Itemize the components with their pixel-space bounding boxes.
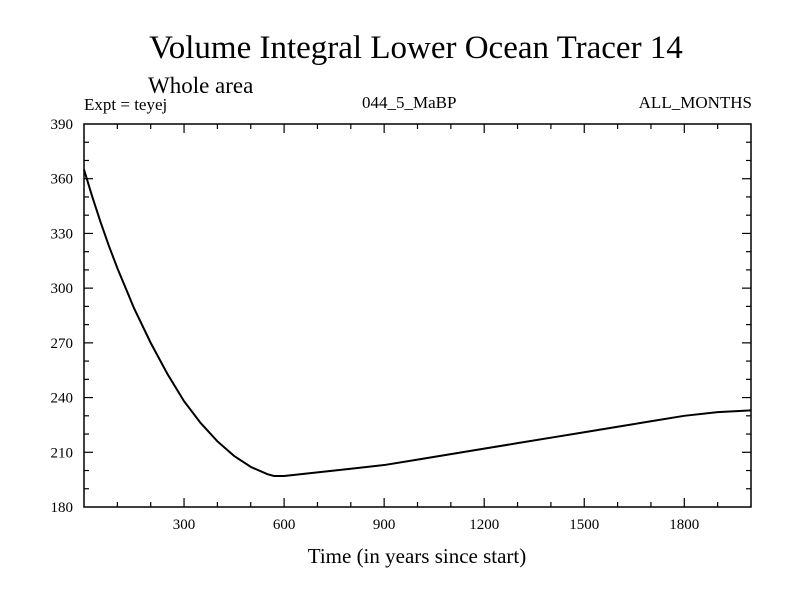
plot-frame — [83, 123, 752, 508]
x-tick-label: 1200 — [469, 517, 499, 533]
y-tick-label: 180 — [51, 500, 74, 516]
x-tick-label: 600 — [273, 517, 296, 533]
chart-title: Volume Integral Lower Ocean Tracer 14 — [149, 30, 683, 66]
y-tick-label: 300 — [51, 281, 74, 297]
chart-subtitle: Whole area — [148, 73, 253, 98]
y-tick-label: 390 — [51, 117, 74, 133]
x-axis-label: Time (in years since start) — [308, 544, 527, 568]
experiment-label: Expt = teyej — [84, 95, 167, 114]
y-tick-label: 240 — [51, 391, 74, 407]
tick-labels: 300 600 900 1200 1500 1800 180 210 240 270 300 330 3… — [51, 117, 700, 533]
x-tick-label: 1500 — [569, 517, 599, 533]
y-tick-label: 330 — [51, 226, 74, 242]
y-tick-label: 210 — [51, 445, 74, 461]
y-tick-label: 360 — [51, 172, 74, 188]
x-tick-label: 1800 — [669, 517, 699, 533]
run-label: 044_5_MaBP — [362, 93, 456, 112]
months-label: ALL_MONTHS — [639, 93, 752, 112]
axis-ticks — [84, 124, 751, 507]
y-tick-label: 270 — [51, 336, 74, 352]
series-line-lower-ocean-tracer-14 — [83, 169, 752, 477]
x-tick-label: 300 — [173, 517, 196, 533]
x-tick-label: 900 — [373, 517, 396, 533]
